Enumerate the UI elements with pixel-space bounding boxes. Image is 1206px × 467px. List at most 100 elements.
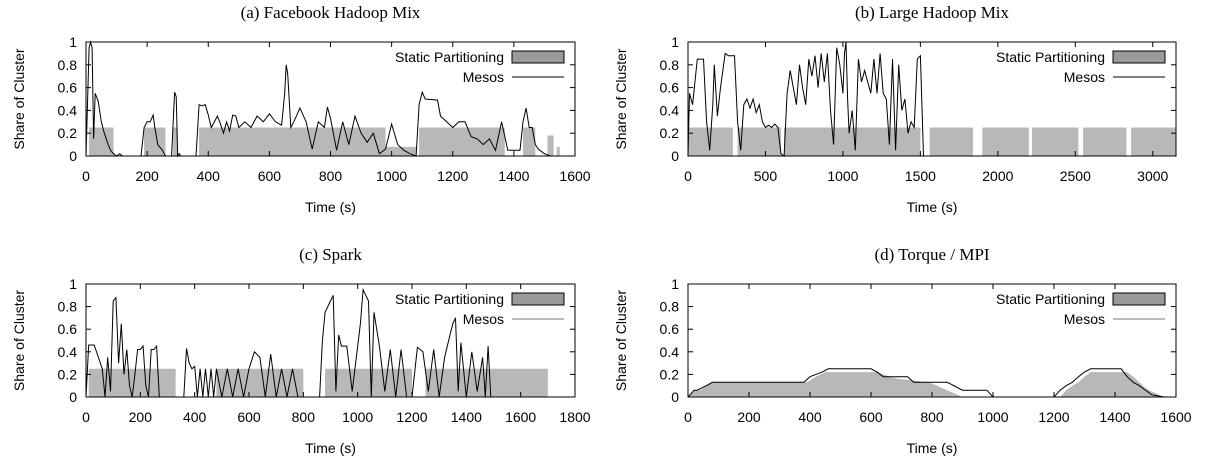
y-tick-label: 0.6: [58, 80, 78, 96]
mesos-series-line: [85, 287, 492, 398]
chart-panel-b: (b) Large Hadoop Mix 0 0.2 0.4 0.6 0.8 1 0 500 10…: [613, 3, 1177, 215]
x-tick-label: 1400: [1099, 409, 1130, 425]
x-tick-label: 1000: [977, 409, 1008, 425]
x-tick-label: 400: [197, 168, 221, 184]
y-axis-label: Share of Cluster: [613, 48, 629, 149]
y-tick-label: 0.6: [58, 321, 78, 337]
x-tick-label: 1400: [498, 168, 529, 184]
y-tick-label: 0.2: [660, 125, 680, 141]
static-partitioning-block: [216, 368, 304, 397]
legend-label-static: Static Partitioning: [395, 49, 504, 65]
static-partitioning-series: [89, 127, 560, 156]
y-tick-label: 0.6: [660, 80, 680, 96]
x-axis-label: Time (s): [305, 199, 356, 215]
y-tick-label: 0.8: [58, 299, 78, 315]
y-tick-label: 1: [671, 34, 679, 50]
y-tick-label: 0.8: [660, 299, 680, 315]
chart-title: (c) Spark: [299, 245, 362, 264]
legend-label-static: Static Partitioning: [395, 291, 504, 307]
static-partitioning-block: [325, 368, 412, 397]
static-partitioning-block: [737, 127, 781, 156]
x-tick-label: 1800: [559, 409, 590, 425]
x-tick-label: 0: [82, 168, 90, 184]
y-tick-label: 0.4: [660, 102, 680, 118]
legend-swatch-static: [1112, 292, 1166, 306]
y-tick-label: 1: [69, 34, 77, 50]
x-tick-label: 2500: [1060, 168, 1091, 184]
x-tick-label: 2000: [982, 168, 1013, 184]
y-tick-label: 0.4: [660, 344, 680, 360]
y-tick-label: 0.2: [58, 125, 78, 141]
y-tick-label: 0.8: [58, 57, 78, 73]
y-axis-label: Share of Cluster: [613, 290, 629, 391]
y-tick-label: 0.6: [660, 321, 680, 337]
x-tick-label: 400: [798, 409, 822, 425]
static-partitioning-block: [419, 127, 505, 156]
legend-label-mesos: Mesos: [463, 69, 504, 85]
legend: Static Partitioning Mesos: [395, 49, 565, 85]
legend-label-mesos: Mesos: [1064, 69, 1105, 85]
legend-swatch-static: [511, 292, 565, 306]
static-partitioning-series: [688, 372, 1164, 397]
x-tick-label: 200: [129, 409, 153, 425]
y-tick-label: 0.2: [660, 366, 680, 382]
static-partitioning-block: [144, 127, 166, 156]
y-tick-label: 1: [69, 276, 77, 292]
y-tick-label: 0.4: [58, 344, 78, 360]
static-partitioning-area: [688, 372, 1164, 397]
x-tick-label: 3000: [1137, 168, 1168, 184]
x-tick-label: 0: [684, 409, 692, 425]
x-tick-label: 600: [859, 409, 883, 425]
mesos-series-line: [85, 40, 560, 158]
plot-frame: [85, 283, 576, 398]
mesos-series-line: [687, 368, 1170, 398]
legend-label-mesos: Mesos: [463, 311, 504, 327]
chart-title: (d) Torque / MPI: [874, 245, 989, 264]
x-tick-label: 800: [319, 168, 343, 184]
chart-title: (a) Facebook Hadoop Mix: [241, 3, 421, 22]
y-tick-label: 0.2: [58, 366, 78, 382]
y-tick-label: 0: [671, 389, 679, 405]
mesos-series-line: [687, 41, 927, 157]
plot-frame: [687, 41, 1177, 157]
static-partitioning-block: [547, 135, 554, 156]
x-tick-label: 800: [920, 409, 944, 425]
y-axis-label: Share of Cluster: [11, 290, 27, 391]
legend-label-static: Static Partitioning: [996, 49, 1105, 65]
legend-swatch-static: [1112, 50, 1166, 64]
x-axis-label: Time (s): [907, 199, 958, 215]
static-partitioning-block: [199, 127, 386, 156]
x-tick-label: 1200: [437, 168, 468, 184]
static-partitioning-block: [89, 127, 114, 156]
y-tick-label: 0: [69, 148, 77, 164]
static-partitioning-block: [1131, 127, 1176, 156]
static-partitioning-block: [982, 127, 1029, 156]
x-tick-label: 1400: [451, 409, 482, 425]
x-tick-label: 1500: [905, 168, 936, 184]
static-partitioning-block: [784, 127, 921, 156]
y-tick-label: 0: [69, 389, 77, 405]
static-partitioning-block: [929, 127, 974, 156]
y-tick-label: 0.8: [660, 57, 680, 73]
y-tick-label: 1: [671, 276, 679, 292]
x-tick-label: 400: [183, 409, 207, 425]
x-tick-label: 1000: [342, 409, 373, 425]
x-tick-label: 200: [135, 168, 159, 184]
x-tick-label: 1600: [1160, 409, 1191, 425]
y-axis-label: Share of Cluster: [11, 48, 27, 149]
x-tick-label: 1000: [827, 168, 858, 184]
legend: Static Partitioning Mesos: [996, 49, 1166, 85]
legend-swatch-static: [511, 50, 565, 64]
x-tick-label: 800: [292, 409, 316, 425]
y-tick-label: 0.4: [58, 102, 78, 118]
x-tick-label: 500: [754, 168, 778, 184]
x-tick-label: 0: [684, 168, 692, 184]
static-partitioning-block: [385, 146, 417, 156]
x-tick-label: 1200: [396, 409, 427, 425]
x-tick-label: 600: [258, 168, 282, 184]
chart-title: (b) Large Hadoop Mix: [855, 3, 1010, 22]
chart-panel-a: (a) Facebook Hadoop Mix 0 0.2 0.4 0.6 0.8 1 0 20…: [11, 3, 591, 215]
legend: Static Partitioning Mesos: [395, 291, 565, 327]
x-tick-label: 200: [737, 409, 761, 425]
x-tick-label: 1200: [1038, 409, 1069, 425]
